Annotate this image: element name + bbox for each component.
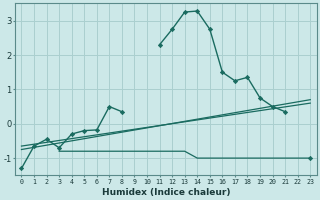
X-axis label: Humidex (Indice chaleur): Humidex (Indice chaleur) (102, 188, 230, 197)
